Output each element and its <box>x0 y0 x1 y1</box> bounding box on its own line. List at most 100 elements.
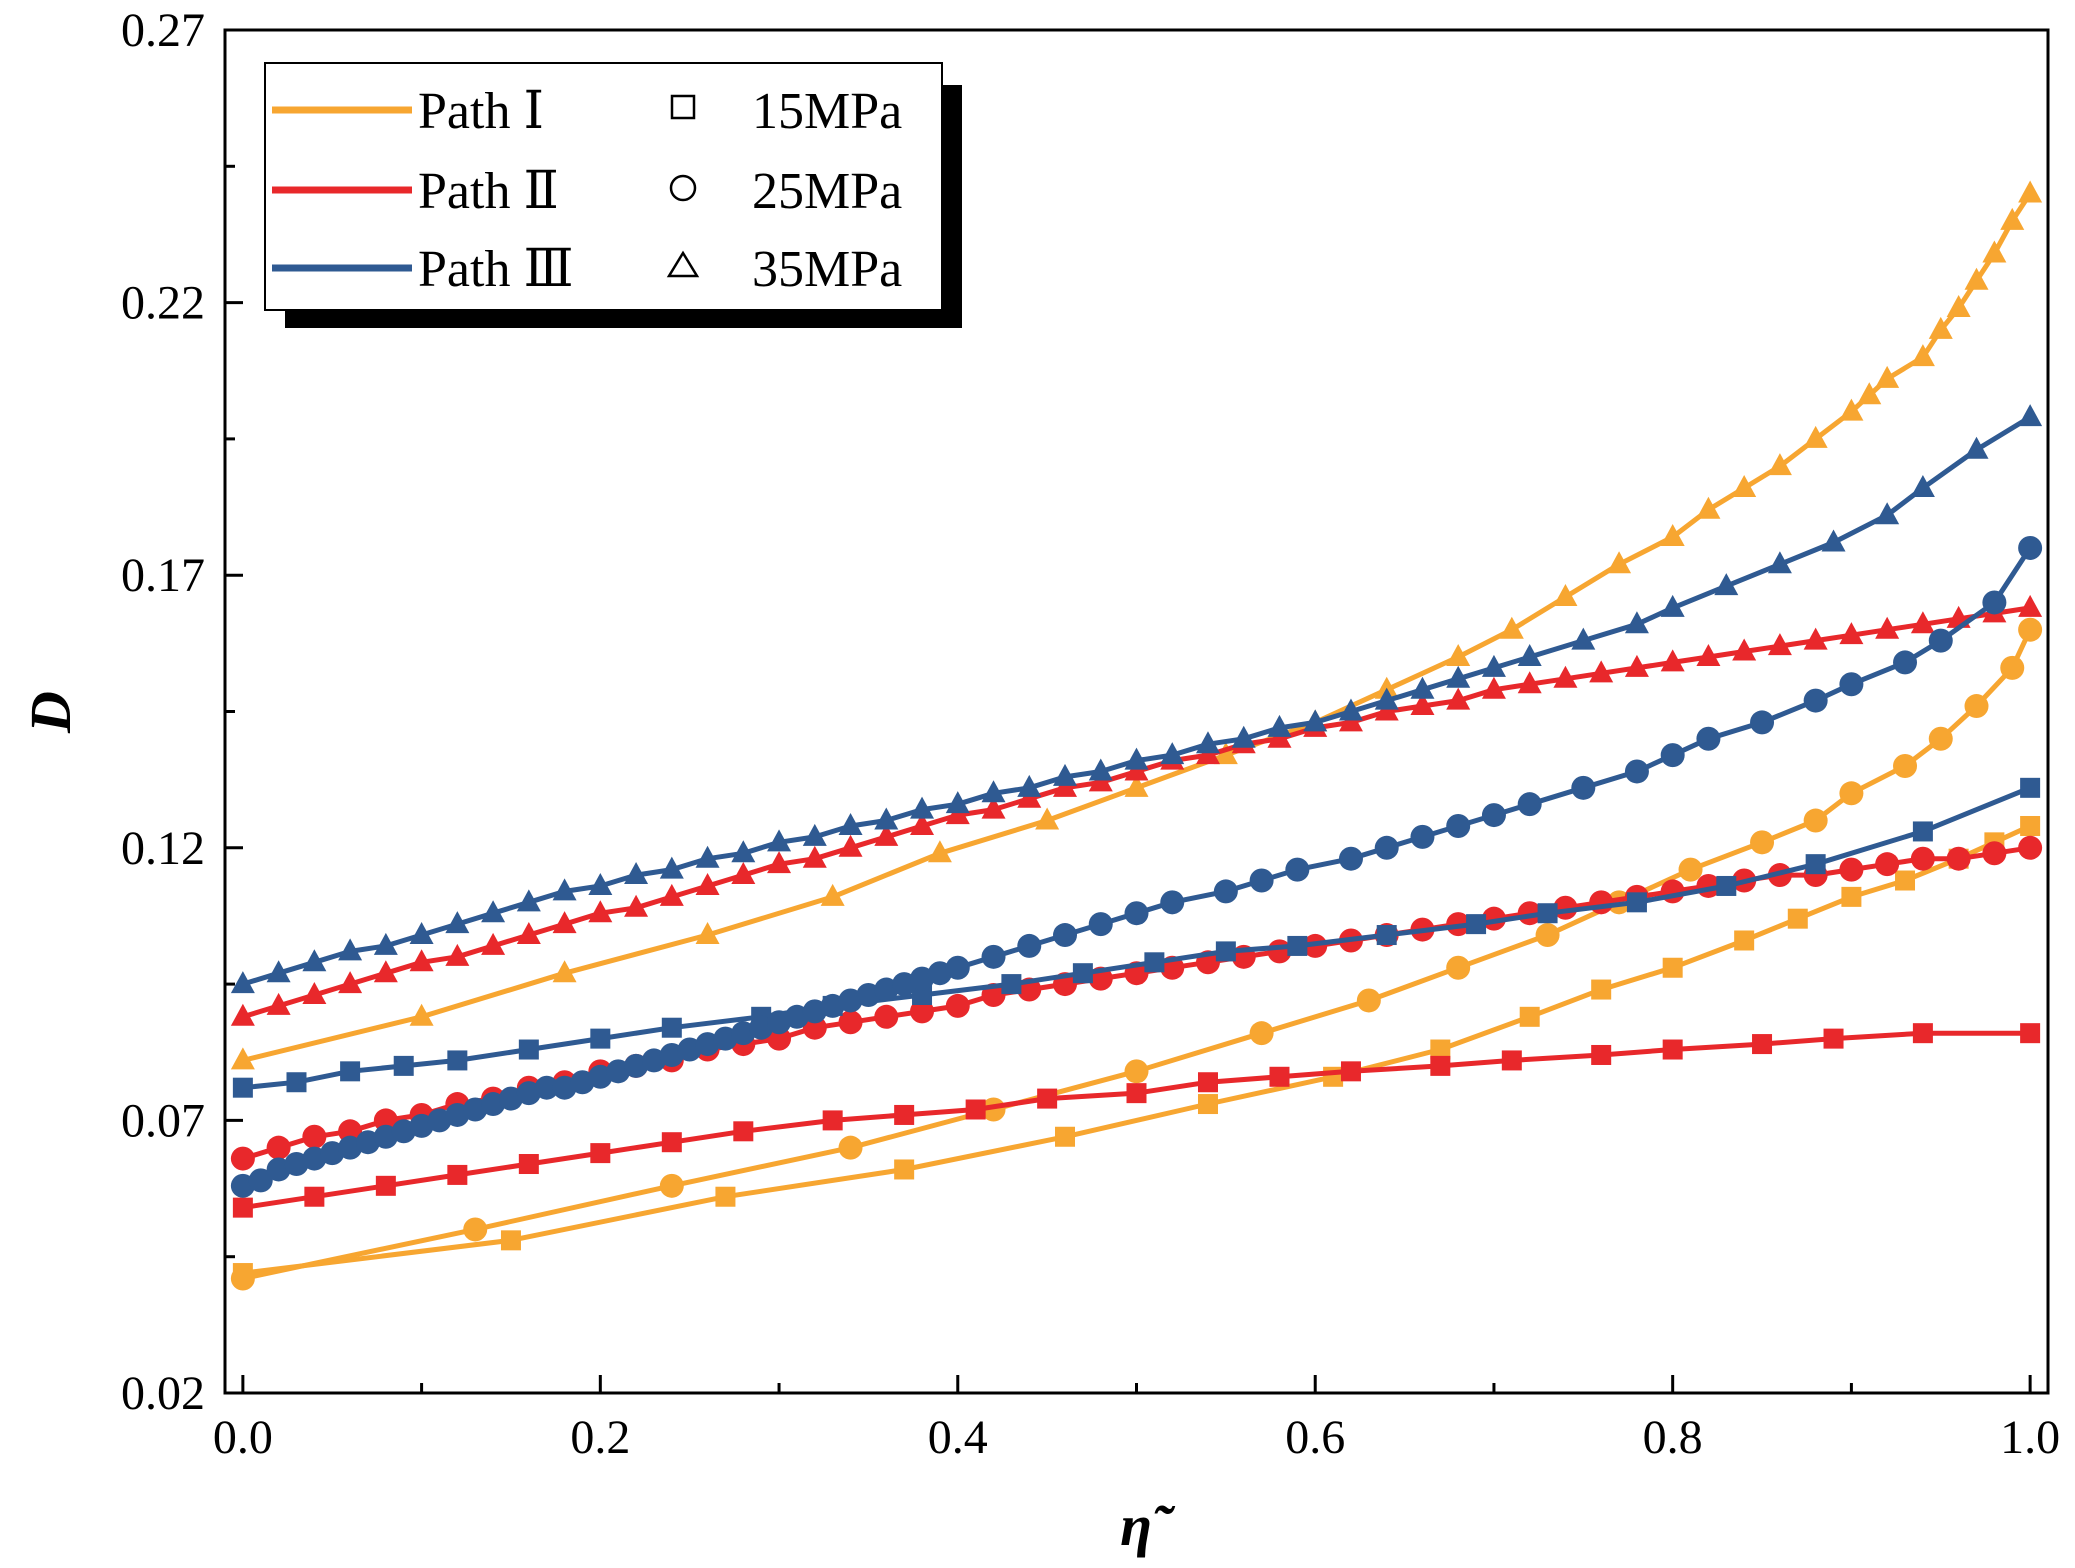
data-point-path-3-35mpa <box>373 932 398 955</box>
data-point-path-3-35mpa <box>2018 404 2043 427</box>
y-tick-label: 0.27 <box>121 4 205 57</box>
legend-label-path-1: Path Ⅰ <box>418 83 544 140</box>
y-tick-label: 0.02 <box>121 1367 205 1420</box>
data-point-path-1-25mpa <box>1124 1059 1149 1084</box>
series-layer <box>230 180 2043 1291</box>
data-point-path-1-35mpa <box>1696 496 1721 519</box>
series-path-1-25mpa <box>230 617 2043 1291</box>
data-point-path-2-15mpa <box>375 1175 396 1196</box>
series-line-path-2-15mpa <box>242 1030 2031 1211</box>
data-point-path-3-15mpa <box>1716 875 1737 896</box>
data-point-path-3-35mpa <box>266 960 291 983</box>
data-point-path-1-25mpa <box>2000 655 2025 680</box>
data-point-path-3-35mpa <box>767 829 792 852</box>
data-point-path-1-35mpa <box>1946 295 1971 318</box>
data-point-path-2-35mpa <box>373 960 398 983</box>
data-point-path-1-35mpa <box>1982 240 2007 263</box>
data-point-path-3-25mpa <box>1338 846 1363 871</box>
data-point-path-1-35mpa <box>230 1047 255 1070</box>
data-point-path-1-35mpa <box>552 960 577 983</box>
data-point-path-3-25mpa <box>534 1075 559 1100</box>
data-point-path-1-15mpa <box>1197 1094 1218 1115</box>
data-point-path-3-25mpa <box>1624 759 1649 784</box>
data-point-path-2-15mpa <box>1037 1088 1058 1109</box>
legend-circle-marker-icon <box>669 174 697 202</box>
data-point-path-1-35mpa <box>1660 524 1685 547</box>
data-point-path-3-25mpa <box>1571 775 1596 800</box>
data-point-path-2-15mpa <box>822 1110 843 1131</box>
data-point-path-3-25mpa <box>1374 835 1399 860</box>
data-point-path-3-35mpa <box>445 911 470 934</box>
data-point-path-2-35mpa <box>302 982 327 1005</box>
data-point-path-3-15mpa <box>1287 935 1308 956</box>
data-point-path-2-25mpa <box>1839 857 1864 882</box>
data-point-path-1-35mpa <box>1803 425 1828 448</box>
data-point-path-1-15mpa <box>1787 908 1808 929</box>
data-point-path-2-15mpa <box>1752 1034 1773 1055</box>
data-point-path-2-35mpa <box>731 862 756 885</box>
data-point-path-3-35mpa <box>1964 436 1989 459</box>
data-point-path-3-25mpa <box>1660 743 1685 768</box>
data-point-path-3-35mpa <box>1714 573 1739 596</box>
data-point-path-1-15mpa <box>1734 930 1755 951</box>
data-point-path-3-35mpa <box>1446 665 1471 688</box>
data-point-path-3-15mpa <box>1537 903 1558 924</box>
data-point-path-3-15mpa <box>661 1017 682 1038</box>
series-path-3-35mpa <box>230 404 2043 994</box>
data-point-path-2-15mpa <box>2020 1023 2041 1044</box>
data-point-path-3-35mpa <box>1410 676 1435 699</box>
data-point-path-1-35mpa <box>1035 807 1060 830</box>
data-point-path-1-25mpa <box>1249 1021 1274 1046</box>
data-point-path-3-25mpa <box>1517 792 1542 817</box>
data-point-path-2-15mpa <box>447 1164 468 1185</box>
data-point-path-2-35mpa <box>1481 676 1506 699</box>
data-point-path-1-35mpa <box>1124 774 1149 797</box>
data-point-path-2-35mpa <box>445 943 470 966</box>
data-point-path-3-15mpa <box>1626 892 1647 913</box>
data-point-path-1-35mpa <box>2000 207 2025 230</box>
data-point-path-3-15mpa <box>1144 952 1165 973</box>
x-tick-label: 0.2 <box>570 1411 630 1464</box>
data-point-path-2-15mpa <box>1823 1028 1844 1049</box>
data-point-path-1-15mpa <box>1519 1006 1540 1027</box>
data-point-path-1-15mpa <box>500 1230 521 1251</box>
data-point-path-3-25mpa <box>981 944 1006 969</box>
data-point-path-3-35mpa <box>1088 758 1113 781</box>
data-point-path-2-35mpa <box>588 900 613 923</box>
y-axis-title: D <box>18 691 83 734</box>
data-point-path-3-25mpa <box>1088 912 1113 937</box>
data-point-path-3-35mpa <box>552 878 577 901</box>
data-point-path-3-25mpa <box>1249 868 1274 893</box>
data-point-path-3-35mpa <box>874 807 899 830</box>
data-point-path-2-15mpa <box>304 1186 325 1207</box>
data-point-path-3-35mpa <box>230 971 255 994</box>
data-point-path-3-25mpa <box>1928 628 1953 653</box>
data-point-path-1-35mpa <box>1446 643 1471 666</box>
ticks-layer: 0.0 0.2 0.4 0.6 0.8 1.0 0.02 0.07 0.12 0.17 0.22 0.… <box>121 4 2060 1464</box>
data-point-path-3-35mpa <box>1517 643 1542 666</box>
data-point-path-2-35mpa <box>230 1003 255 1026</box>
data-point-path-2-35mpa <box>659 883 684 906</box>
data-point-path-1-35mpa <box>1857 382 1882 405</box>
data-point-path-3-25mpa <box>945 955 970 980</box>
data-point-path-2-35mpa <box>1696 643 1721 666</box>
data-point-path-3-25mpa <box>1285 857 1310 882</box>
series-path-2-15mpa <box>232 1023 2041 1218</box>
data-point-path-2-15mpa <box>1912 1023 1933 1044</box>
data-point-path-1-25mpa <box>1839 781 1864 806</box>
data-point-path-2-15mpa <box>894 1104 915 1125</box>
data-point-path-3-35mpa <box>945 791 970 814</box>
data-point-path-2-25mpa <box>1875 852 1900 877</box>
data-point-path-2-15mpa <box>232 1197 253 1218</box>
data-point-path-1-25mpa <box>1356 988 1381 1013</box>
data-point-path-3-35mpa <box>1160 742 1185 765</box>
data-point-path-2-15mpa <box>1126 1083 1147 1104</box>
data-point-path-2-35mpa <box>695 872 720 895</box>
legend-label-path-2: Path Ⅱ <box>418 163 559 220</box>
series-path-3-25mpa <box>230 535 2043 1198</box>
y-tick-label: 0.17 <box>121 549 205 602</box>
data-point-path-2-25mpa <box>910 999 935 1024</box>
data-point-path-2-15mpa <box>1501 1050 1522 1071</box>
data-point-path-2-25mpa <box>302 1124 327 1149</box>
